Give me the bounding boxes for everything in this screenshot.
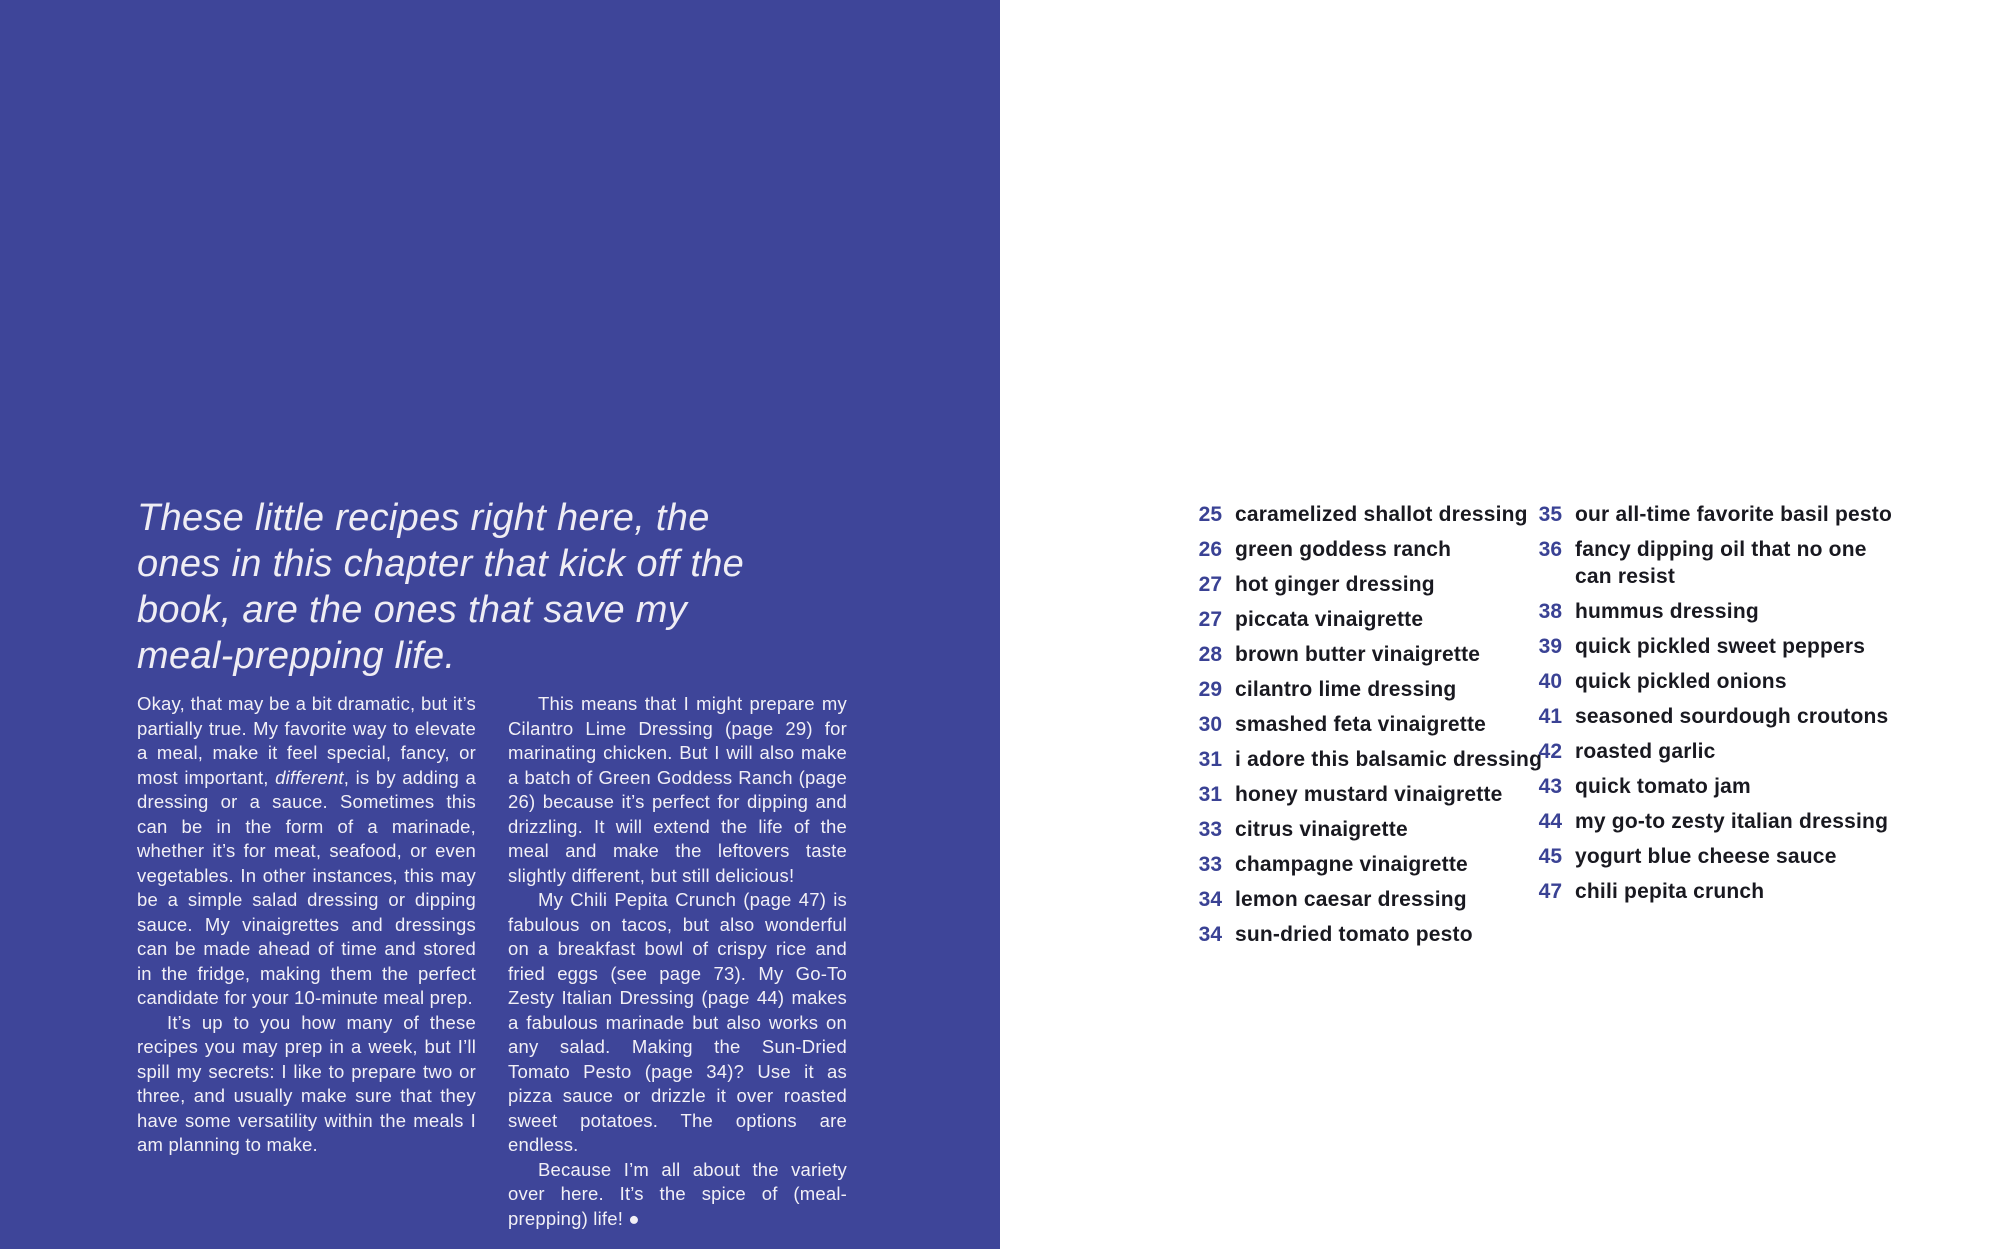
recipe-page-number: 25 <box>1198 503 1222 526</box>
recipe-title: roasted garlic <box>1575 740 1716 763</box>
recipe-title: sun-dried tomato pesto <box>1235 923 1473 946</box>
recipe-title: hot ginger dressing <box>1235 573 1435 596</box>
recipe-page-number: 40 <box>1538 670 1562 693</box>
recipe-entry: 25 caramelized shallot dressing <box>1177 501 1542 528</box>
recipe-page-number: 34 <box>1198 888 1222 911</box>
recipe-entry: 33 citrus vinaigrette <box>1177 816 1542 843</box>
recipe-title: our all-time favorite basil pesto <box>1575 503 1893 526</box>
chapter-intro-heading: These little recipes right here, the one… <box>137 497 745 677</box>
recipe-page-number: 39 <box>1538 635 1562 658</box>
recipe-page-number: 43 <box>1538 775 1562 798</box>
recipe-entry: 38 hummus dressing <box>1517 598 1892 625</box>
recipe-title: piccata vinaigrette <box>1235 608 1424 631</box>
recipe-entry: 44 my go-to zesty italian dressing <box>1517 808 1892 835</box>
paragraph-text: Okay, that may be a bit dramatic, but it… <box>137 693 476 788</box>
recipe-entry: 30 smashed feta vinaigrette <box>1177 711 1542 738</box>
recipe-page-number: 41 <box>1538 705 1562 728</box>
recipe-page-number: 47 <box>1538 880 1562 903</box>
recipe-title: quick pickled onions <box>1575 670 1787 693</box>
recipe-page-number: 31 <box>1198 783 1222 806</box>
recipe-list-column-1: 25 caramelized shallot dressing 26 green g… <box>1177 501 1542 956</box>
recipe-page-number: 27 <box>1198 608 1222 631</box>
recipe-entry: 45 yogurt blue cheese sauce <box>1517 843 1892 870</box>
recipe-list-column-2: 35 our all-time favorite basil pesto 36 fa… <box>1517 501 1892 913</box>
recipe-title: i adore this balsamic dressing <box>1235 748 1543 771</box>
intro-text-columns: Okay, that may be a bit dramatic, but it… <box>137 692 847 1231</box>
recipe-page-number: 28 <box>1198 643 1222 666</box>
intro-paragraph: Okay, that may be a bit dramatic, but it… <box>137 692 476 1011</box>
emphasized-word: different <box>275 766 344 788</box>
recipe-entry: 39 quick pickled sweet peppers <box>1517 633 1892 660</box>
recipe-entry: 29 cilantro lime dressing <box>1177 676 1542 703</box>
recipe-page-number: 33 <box>1198 818 1222 841</box>
recipe-entry: 31 i adore this balsamic dressing <box>1177 746 1542 773</box>
recipe-entry: 28 brown butter vinaigrette <box>1177 641 1542 668</box>
intro-paragraph: It’s up to you how many of these recipes… <box>137 1011 476 1156</box>
recipe-page-number: 38 <box>1538 600 1562 623</box>
recipe-title: lemon caesar dressing <box>1235 888 1467 911</box>
recipe-entry: 27 piccata vinaigrette <box>1177 606 1542 633</box>
recipe-page-number: 45 <box>1538 845 1562 868</box>
recipe-title: my go-to zesty italian dressing <box>1575 810 1889 833</box>
recipe-title: cilantro lime dressing <box>1235 678 1457 701</box>
recipe-title: smashed feta vinaigrette <box>1235 713 1487 736</box>
recipe-title: chili pepita crunch <box>1575 880 1765 903</box>
recipe-entry: 26 green goddess ranch <box>1177 536 1542 563</box>
recipe-page-number: 30 <box>1198 713 1222 736</box>
recipe-page-number: 35 <box>1538 503 1562 526</box>
intro-column-1: Okay, that may be a bit dramatic, but it… <box>137 692 476 1231</box>
recipe-title: yogurt blue cheese sauce <box>1575 845 1837 868</box>
intro-paragraph: This means that I might prepare my Cilan… <box>508 693 847 886</box>
recipe-entry: 41 seasoned sourdough croutons <box>1517 703 1892 730</box>
recipe-entry: 33 champagne vinaigrette <box>1177 851 1542 878</box>
intro-paragraph: Because I’m all about the variety over h… <box>508 1158 847 1229</box>
recipe-title: quick pickled sweet peppers <box>1575 635 1866 658</box>
recipe-entry: 42 roasted garlic <box>1517 738 1892 765</box>
recipe-page-number: 42 <box>1538 740 1562 763</box>
paragraph-text: , is by adding a dressing or a sauce. So… <box>137 766 476 1009</box>
recipe-title: champagne vinaigrette <box>1235 853 1468 876</box>
recipe-title: honey mustard vinaigrette <box>1235 783 1503 806</box>
recipe-title: fancy dipping oil that no one can resist <box>1575 538 1867 588</box>
recipe-entry: 34 lemon caesar dressing <box>1177 886 1542 913</box>
intro-paragraph: My Chili Pepita Crunch (page 47) is fabu… <box>508 889 847 1155</box>
left-page: These little recipes right here, the one… <box>0 0 1000 1249</box>
recipe-page-number: 31 <box>1198 748 1222 771</box>
recipe-page-number: 36 <box>1538 538 1562 561</box>
recipe-page-number: 29 <box>1198 678 1222 701</box>
recipe-title: hummus dressing <box>1575 600 1759 623</box>
recipe-title: brown butter vinaigrette <box>1235 643 1481 666</box>
recipe-entry: 35 our all-time favorite basil pesto <box>1517 501 1892 528</box>
right-page: 25 caramelized shallot dressing 26 green g… <box>1000 0 2000 1249</box>
recipe-page-number: 33 <box>1198 853 1222 876</box>
recipe-page-number: 26 <box>1198 538 1222 561</box>
recipe-title: citrus vinaigrette <box>1235 818 1408 841</box>
recipe-page-number: 27 <box>1198 573 1222 596</box>
recipe-title: caramelized shallot dressing <box>1235 503 1528 526</box>
recipe-entry: 31 honey mustard vinaigrette <box>1177 781 1542 808</box>
recipe-entry: 40 quick pickled onions <box>1517 668 1892 695</box>
recipe-entry: 47 chili pepita crunch <box>1517 878 1892 905</box>
recipe-title: green goddess ranch <box>1235 538 1452 561</box>
recipe-entry: 34 sun-dried tomato pesto <box>1177 921 1542 948</box>
recipe-page-number: 34 <box>1198 923 1222 946</box>
recipe-entry: 36 fancy dipping oil that no one can resi… <box>1517 536 1892 590</box>
recipe-entry: 43 quick tomato jam <box>1517 773 1892 800</box>
recipe-title: seasoned sourdough croutons <box>1575 705 1889 728</box>
recipe-entry: 27 hot ginger dressing <box>1177 571 1542 598</box>
intro-column-2: This means that I might prepare my Cilan… <box>508 692 847 1231</box>
recipe-title: quick tomato jam <box>1575 775 1751 798</box>
recipe-page-number: 44 <box>1538 810 1562 833</box>
